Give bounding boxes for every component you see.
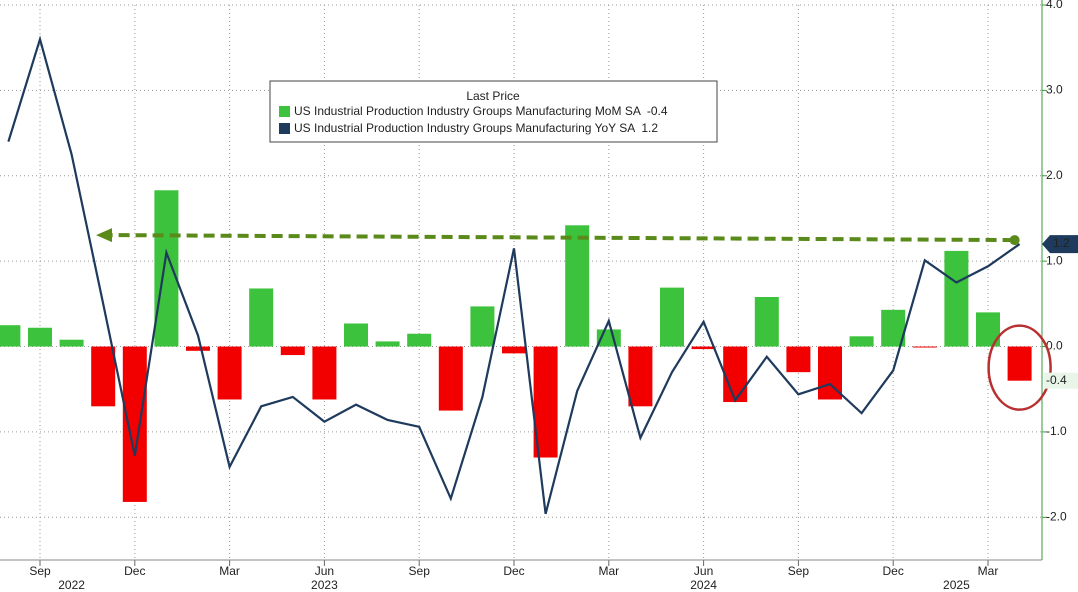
x-tick-label: Dec xyxy=(503,564,524,578)
bar xyxy=(470,306,495,347)
y-tick-label: 2.0 xyxy=(1046,168,1063,182)
x-year-label: 2022 xyxy=(58,578,85,592)
bar xyxy=(849,336,874,347)
legend-name: US Industrial Production Industry Groups… xyxy=(294,104,641,118)
bar xyxy=(217,346,242,400)
bar xyxy=(0,325,21,347)
x-tick-label: Jun xyxy=(694,564,713,578)
legend-label: US Industrial Production Industry Groups… xyxy=(294,104,668,118)
legend-value: -0.4 xyxy=(647,104,668,118)
x-tick-label: Sep xyxy=(788,564,810,578)
bar xyxy=(122,346,147,502)
x-tick-label: Sep xyxy=(29,564,51,578)
bar xyxy=(438,346,463,411)
annotation-arrow xyxy=(107,233,1014,243)
y-tick-label: -1.0 xyxy=(1046,424,1067,438)
value-tag-label: -0.4 xyxy=(1046,373,1067,387)
bar xyxy=(786,346,811,373)
x-tick-label: Jun xyxy=(315,564,334,578)
x-tick-label: Sep xyxy=(409,564,431,578)
value-tag-label: 1.2 xyxy=(1053,236,1070,250)
bar xyxy=(280,346,305,356)
legend-swatch xyxy=(279,123,290,134)
y-tick-label: 1.0 xyxy=(1046,253,1063,267)
x-tick-label: Dec xyxy=(883,564,904,578)
bar xyxy=(502,346,526,354)
bar xyxy=(628,346,653,407)
legend: Last Price US Industrial Production Indu… xyxy=(269,80,718,143)
bar xyxy=(312,346,337,400)
legend-name: US Industrial Production Industry Groups… xyxy=(294,121,635,135)
line xyxy=(7,35,1021,515)
bar xyxy=(154,190,179,347)
bar xyxy=(375,341,400,347)
x-tick-label: Mar xyxy=(978,564,999,578)
bar xyxy=(723,346,748,403)
y-tick-label: -2.0 xyxy=(1046,509,1067,523)
x-tick-label: Dec xyxy=(124,564,145,578)
legend-box xyxy=(269,80,718,143)
legend-title: Last Price xyxy=(466,89,520,103)
value-tag xyxy=(1044,372,1078,389)
annotation-circle xyxy=(987,324,1052,411)
bar xyxy=(912,346,937,348)
value-tag xyxy=(1042,235,1078,254)
bar xyxy=(186,346,210,351)
bar xyxy=(28,327,52,347)
x-year-label: 2023 xyxy=(311,578,338,592)
y-tick-label: 4.0 xyxy=(1046,0,1063,11)
x-year-label: 2025 xyxy=(943,578,970,592)
bar xyxy=(407,333,432,347)
x-year-label: 2024 xyxy=(690,578,717,592)
bar xyxy=(59,339,84,347)
bar xyxy=(344,323,368,347)
bar xyxy=(754,297,779,347)
y-tick-label: 3.0 xyxy=(1046,83,1063,97)
annotation-dot xyxy=(1009,235,1020,246)
legend-value: 1.2 xyxy=(641,121,658,135)
bar xyxy=(660,287,684,347)
bar xyxy=(944,250,969,347)
bar xyxy=(691,346,716,350)
bar xyxy=(565,225,590,347)
x-tick-label: Mar xyxy=(219,564,240,578)
y-tick-label: 0.0 xyxy=(1046,339,1063,353)
annotation-arrowhead xyxy=(96,228,112,243)
bar xyxy=(249,288,274,347)
legend-label: US Industrial Production Industry Groups… xyxy=(294,121,658,135)
bar xyxy=(1007,346,1032,381)
legend-swatch xyxy=(279,106,290,117)
x-tick-label: Mar xyxy=(598,564,619,578)
bar xyxy=(91,346,116,407)
